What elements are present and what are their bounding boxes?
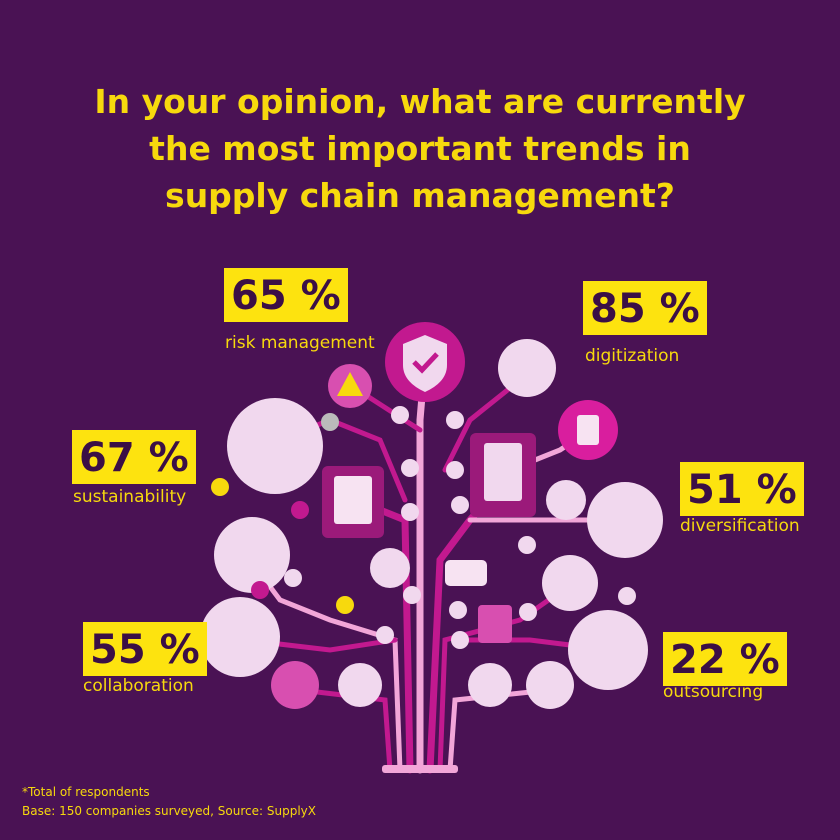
trend-label: risk management <box>225 333 375 353</box>
icon-circle <box>200 597 280 677</box>
dot <box>291 501 309 519</box>
icon-circle <box>546 480 586 520</box>
trend-label: outsourcing <box>663 682 764 702</box>
warning-icon <box>337 372 363 396</box>
icon-circle <box>338 663 382 707</box>
icon-circle <box>587 482 663 558</box>
dot <box>401 459 419 477</box>
icon-circle <box>542 555 598 611</box>
dot <box>618 587 636 605</box>
branch <box>247 557 403 773</box>
icon-circle <box>271 661 319 709</box>
dot <box>446 411 464 429</box>
tablet-screen <box>334 476 372 524</box>
dot <box>336 596 354 614</box>
branch <box>447 687 553 773</box>
dot <box>403 586 421 604</box>
icon-circle <box>227 398 323 494</box>
branch <box>297 687 393 773</box>
icon-circle <box>498 339 556 397</box>
dot <box>401 503 419 521</box>
device-icon <box>478 605 512 643</box>
trunk-base <box>382 765 458 773</box>
trend-label: sustainability <box>73 487 187 507</box>
phone-screen <box>484 443 522 501</box>
device-icon <box>445 560 487 586</box>
trend-label: digitization <box>585 346 680 366</box>
title-line: supply chain management? <box>165 176 675 215</box>
check-icon <box>412 352 439 374</box>
dot <box>376 626 394 644</box>
footnote: *Total of respondents <box>22 785 150 799</box>
trend-label: collaboration <box>83 676 194 696</box>
dot <box>251 581 269 599</box>
footnote: Base: 150 companies surveyed, Source: Su… <box>22 804 316 818</box>
dot <box>519 603 537 621</box>
icon-circle <box>214 517 290 593</box>
dot <box>518 536 536 554</box>
dot <box>451 496 469 514</box>
title: In your opinion, what are currently the … <box>0 78 840 219</box>
dot <box>211 478 229 496</box>
percent-box: 55 % <box>83 622 207 676</box>
percent-box: 22 % <box>663 632 787 686</box>
dot <box>321 413 339 431</box>
icon-circle <box>526 661 574 709</box>
tablet-small <box>577 415 599 445</box>
icon-circle <box>468 663 512 707</box>
dot <box>284 569 302 587</box>
percent-box: 65 % <box>224 268 348 322</box>
branch <box>416 356 429 774</box>
percent-box: 85 % <box>583 281 707 335</box>
dot <box>446 461 464 479</box>
icon-circle <box>370 548 410 588</box>
dot <box>391 406 409 424</box>
trend-label: diversification <box>680 516 800 536</box>
title-line: In your opinion, what are currently <box>94 82 746 121</box>
title-line: the most important trends in <box>149 129 691 168</box>
dot <box>449 601 467 619</box>
icon-circle <box>568 610 648 690</box>
dot <box>451 631 469 649</box>
percent-box: 67 % <box>72 430 196 484</box>
percent-box: 51 % <box>680 462 804 516</box>
branch <box>442 377 523 473</box>
